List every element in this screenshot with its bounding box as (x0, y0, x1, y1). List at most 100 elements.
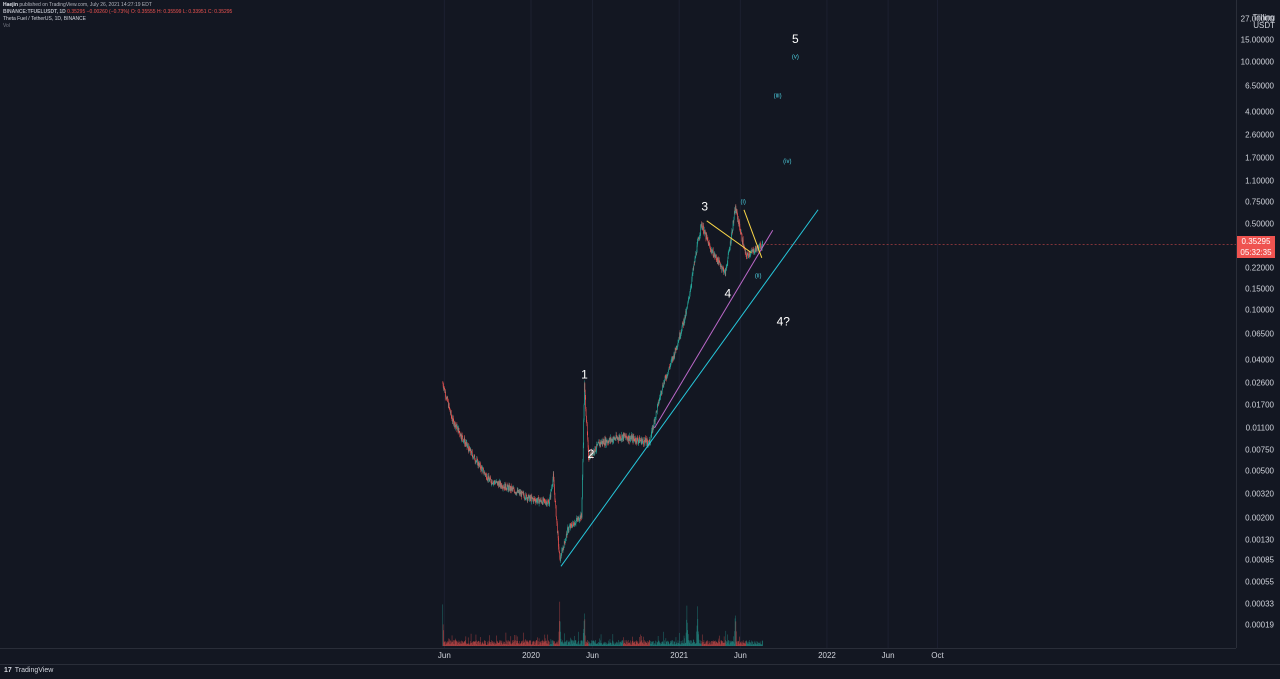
volume-bar (751, 640, 752, 646)
volume-bar (593, 643, 595, 646)
candle-body (618, 437, 620, 441)
volume-bar (590, 643, 591, 646)
volume-bar (555, 643, 557, 646)
candle-body (699, 236, 700, 240)
volume-bar (499, 641, 500, 646)
candle-body (667, 373, 669, 375)
candle-body (728, 251, 729, 254)
candle-body (706, 234, 708, 238)
volume-bar (571, 640, 572, 646)
volume-bar (474, 641, 476, 646)
volume-bar (636, 640, 637, 646)
volume-bar (759, 643, 761, 646)
candle-body (759, 244, 760, 249)
candle-body (640, 438, 642, 441)
volume-bar (509, 640, 510, 646)
candle-body (518, 491, 520, 493)
volume-bar (757, 643, 759, 646)
time-axis[interactable]: Jun 2020 Jun 2021 Jun 2022 Jun Oct (0, 648, 1236, 665)
y-tick-label: 2.60000 (1245, 130, 1274, 140)
volume-bar (636, 641, 638, 646)
candle-body (580, 516, 581, 519)
volume-bar (682, 642, 684, 646)
volume-bar (578, 640, 580, 646)
candle-body (648, 439, 650, 441)
volume-bar (653, 644, 655, 646)
volume-bar (614, 644, 616, 646)
candle-body (733, 220, 734, 223)
candle-body (592, 453, 593, 456)
volume-bar (515, 644, 516, 646)
volume-bar (445, 641, 446, 646)
volume-bar (717, 643, 719, 646)
volume-bar (454, 644, 455, 646)
candle-body (542, 502, 543, 505)
y-tick-label: 0.00130 (1245, 535, 1274, 545)
candle-body (661, 389, 663, 392)
candle-body (447, 397, 448, 402)
candle-body (498, 482, 500, 487)
candle-body (499, 481, 501, 487)
candle-body (499, 482, 501, 487)
candle-body (703, 233, 705, 234)
trendline-wedge-right (743, 209, 763, 259)
candle-body (643, 441, 644, 445)
volume-bar (621, 643, 622, 646)
candle-body (601, 441, 603, 443)
candle-body (492, 483, 493, 485)
candle-body (473, 457, 474, 459)
candle-body (495, 482, 497, 484)
volume-bar (528, 644, 530, 646)
volume-bar (752, 641, 753, 646)
volume-bar (626, 641, 627, 646)
volume-bar (463, 642, 465, 646)
candle-body (700, 223, 702, 226)
candle-body (627, 438, 629, 441)
volume-bar (692, 642, 694, 646)
candle-body (601, 442, 602, 444)
volume-bar (697, 634, 699, 646)
candle-body (560, 555, 561, 561)
candle-body (562, 547, 564, 552)
candle-body (665, 376, 666, 377)
volume-bar (611, 644, 612, 646)
candle-body (694, 262, 695, 263)
volume-bar (453, 640, 455, 646)
volume-bar (469, 643, 470, 646)
volume-bar (699, 640, 701, 646)
volume-bar (596, 644, 597, 646)
candle-body (602, 440, 603, 444)
volume-bar (493, 643, 494, 646)
volume-bar (535, 640, 537, 646)
volume-bar (597, 643, 599, 646)
volume-bar (518, 644, 520, 646)
price-axis[interactable]: Tiilling USDT 27.00000 15.00000 10.00000 6.5… (1236, 0, 1280, 648)
candle-body (568, 527, 570, 531)
candle-body (576, 520, 577, 522)
volume-bar (701, 634, 703, 646)
candle-body (484, 472, 485, 474)
candle-body (561, 555, 562, 557)
volume-bar (734, 631, 735, 646)
y-tick-label: 0.10000 (1245, 305, 1274, 315)
candle-body (537, 497, 539, 501)
candle-body (651, 430, 652, 435)
volume-bar (693, 639, 695, 646)
volume-bar (495, 643, 497, 646)
volume-bar (484, 640, 485, 646)
candle-body (625, 433, 627, 438)
candle-body (542, 498, 544, 502)
candle-body (610, 437, 611, 441)
volume-bar (692, 642, 693, 646)
candle-body (531, 497, 533, 499)
volume-bar (748, 643, 750, 646)
volume-bar (664, 644, 666, 646)
volume-bar (721, 640, 723, 646)
volume-bar (674, 644, 676, 646)
candle-body (633, 436, 635, 439)
volume-bar (591, 643, 593, 646)
volume-bar (569, 641, 571, 646)
tradingview-logo[interactable]: 17 TradingView (4, 667, 53, 674)
candle-body (465, 442, 466, 444)
